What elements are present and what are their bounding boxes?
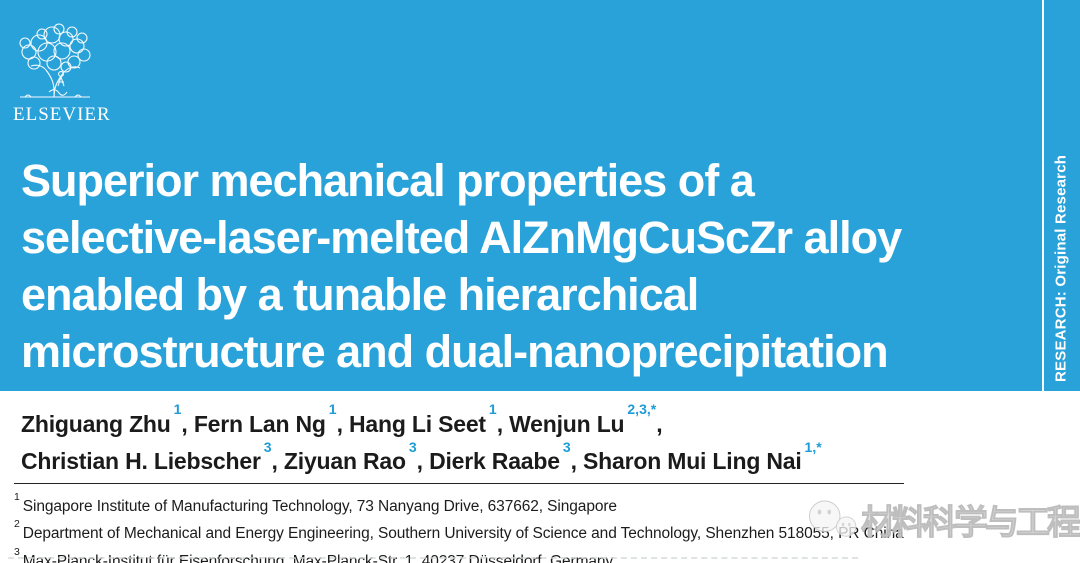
author-name: Ziyuan Rao [283,448,406,475]
affiliation-superscript: 2 [14,518,20,531]
author-separator: , [336,410,349,437]
affiliation-superscript: 1 [14,491,20,503]
author-separator: , [570,448,584,475]
affiliation-superscript: 3 [14,545,20,558]
affiliation-list: 1Singapore Institute of Manufacturing Te… [14,491,1014,563]
title-banner: ELSEVIER Superior mechanical properties … [0,0,1080,391]
author: Ziyuan Rao3, [283,439,430,475]
page-edge-artifact [8,557,858,559]
author: Christian H. Liebscher3, [21,439,284,475]
author-superscript: 1 [328,401,337,417]
elsevier-tree-icon [19,23,91,98]
author-superscript: 1 [488,401,497,417]
affiliation-text: Singapore Institute of Manufacturing Tec… [22,498,617,516]
elsevier-wordmark: ELSEVIER [13,104,111,125]
affiliation-separator-rule [14,483,904,484]
author: Fern Lan Ng1, [193,401,349,437]
paper-title: Superior mechanical properties of a sele… [21,152,1031,380]
author-superscript: 3 [408,438,417,455]
author-separator: , [271,448,284,475]
author: Zhiguang Zhu1, [21,401,194,437]
author-name: Zhiguang Zhu [21,410,171,437]
author: Sharon Mui Ling Nai1,* [583,439,822,475]
author-superscript: 2,3,* [627,401,657,417]
research-category-label: RESEARCH: Original Research [1052,154,1070,382]
paper-title-line: Superior mechanical properties of a [21,155,755,206]
author-separator: , [656,410,663,437]
author: Hang Li Seet1, [348,401,510,437]
paper-title-line: enabled by a tunable hierarchical [21,269,699,320]
author-name: Dierk Raabe [429,448,560,475]
paper-title-line: microstructure and dual-nanoprecipitatio… [21,326,889,377]
author-separator: , [496,410,510,437]
author-superscript: 1,* [804,438,822,455]
author: Wenjun Lu2,3,*, [509,401,663,437]
author-line-1: Zhiguang Zhu1, Fern Lan Ng1, Hang Li See… [21,401,1021,440]
side-divider-line [1042,0,1044,391]
author-name: Hang Li Seet [348,410,486,437]
elsevier-logo: ELSEVIER [13,22,113,126]
author-name: Christian H. Liebscher [21,448,261,475]
author-list: Zhiguang Zhu1, Fern Lan Ng1, Hang Li See… [21,401,1021,478]
paper-title-line: selective-laser-melted AlZnMgCuScZr allo… [21,212,902,263]
affiliation-text: Department of Mechanical and Energy Engi… [22,525,904,543]
author-separator: , [181,410,194,437]
author-separator: , [416,448,430,475]
author-name: Fern Lan Ng [193,410,326,437]
author: Dierk Raabe3, [429,439,584,475]
affiliation: 1Singapore Institute of Manufacturing Te… [14,491,1014,518]
author-name: Sharon Mui Ling Nai [583,448,802,475]
author-superscript: 3 [263,438,272,455]
author-superscript: 1 [173,401,182,417]
author-superscript: 3 [562,438,571,455]
author-name: Wenjun Lu [509,410,625,437]
affiliation: 3Max-Planck-Institut für Eisenforschung,… [14,546,1014,563]
author-line-2: Christian H. Liebscher3, Ziyuan Rao3, Di… [21,439,1021,478]
affiliation: 2Department of Mechanical and Energy Eng… [14,518,1014,545]
